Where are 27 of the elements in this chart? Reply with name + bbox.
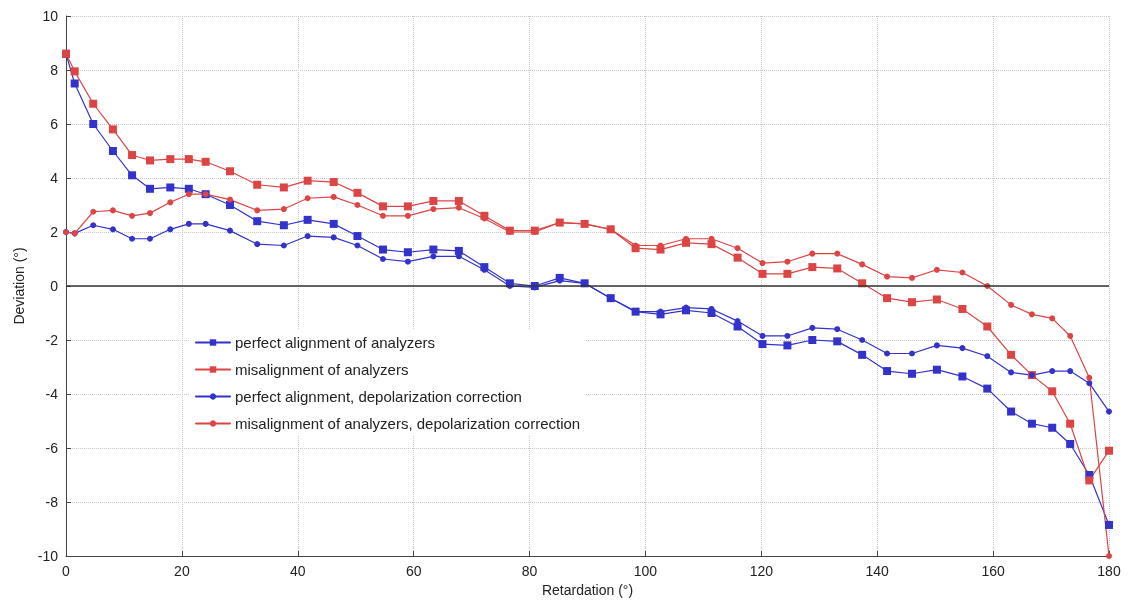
x-tick-label: 140 bbox=[865, 563, 890, 579]
x-tick-label: 180 bbox=[1097, 563, 1121, 579]
x-tick-label: 20 bbox=[174, 563, 190, 579]
legend-label: perfect alignment of analyzers bbox=[235, 334, 436, 351]
y-axis-title: Deviation (°) bbox=[11, 247, 27, 325]
x-tick-label: 160 bbox=[981, 563, 1005, 579]
y-tick-label: -6 bbox=[45, 440, 59, 456]
x-tick-label: 0 bbox=[62, 563, 71, 579]
y-tick-label: -10 bbox=[37, 548, 59, 564]
x-tick-label: 120 bbox=[749, 563, 774, 579]
x-tick-label: 40 bbox=[289, 563, 306, 579]
y-tick-label: 4 bbox=[50, 170, 59, 186]
y-tick-label: -8 bbox=[45, 494, 59, 510]
y-tick-label: 10 bbox=[42, 8, 59, 24]
legend-label: misalignment of analyzers bbox=[235, 361, 409, 378]
x-tick-label: 100 bbox=[633, 563, 658, 579]
legend-label: misalignment of analyzers, depolarization correction bbox=[235, 415, 581, 432]
legend-label: perfect alignment, depolarization correction bbox=[235, 388, 522, 405]
y-tick-label: 6 bbox=[50, 116, 59, 132]
y-tick-label: 0 bbox=[50, 278, 59, 294]
y-tick-label: -2 bbox=[45, 332, 59, 348]
y-tick-label: 2 bbox=[50, 224, 59, 240]
y-tick-label: -4 bbox=[45, 386, 59, 402]
x-axis-title: Retardation (°) bbox=[541, 581, 634, 598]
y-tick-label: 8 bbox=[50, 62, 59, 78]
x-tick-label: 60 bbox=[405, 563, 422, 579]
x-tick-label: 80 bbox=[521, 563, 538, 579]
